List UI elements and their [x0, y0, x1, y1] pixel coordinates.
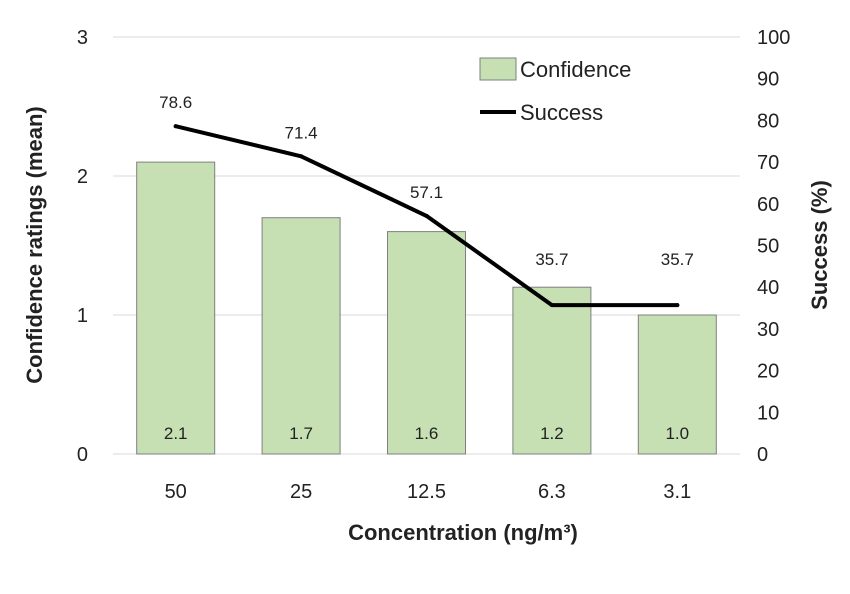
y2-tick-label: 30 — [757, 319, 779, 341]
y-tick-label: 3 — [77, 27, 88, 49]
y-tick-label: 0 — [77, 444, 88, 466]
y-axis-title: Confidence ratings (mean) — [22, 106, 47, 383]
line-data-label: 35.7 — [661, 250, 694, 269]
bar-confidence — [387, 231, 466, 455]
y-tick-label: 2 — [77, 166, 88, 188]
y2-tick-label: 80 — [757, 110, 779, 132]
line-data-label: 35.7 — [535, 250, 568, 269]
line-series-success: 78.6 71.4 57.1 35.7 35.7 — [159, 93, 694, 308]
x-axis-title: Concentration (ng/m³) — [348, 520, 578, 545]
bar-data-label: 1.2 — [540, 424, 564, 443]
legend-label-confidence: Confidence — [520, 57, 631, 82]
bar-confidence — [637, 314, 717, 455]
y2-tick-label: 50 — [757, 236, 779, 258]
y2-tick-label: 60 — [757, 194, 779, 216]
y2-axis-title: Success (%) — [807, 180, 832, 310]
x-tick-label: 6.3 — [538, 481, 566, 503]
line-data-label: 78.6 — [159, 93, 192, 112]
bar-confidence — [261, 217, 341, 455]
y2-tick-label: 100 — [757, 27, 790, 49]
legend-swatch-confidence — [479, 57, 517, 81]
legend: Confidence Success — [479, 57, 631, 125]
bar-data-label: 2.1 — [164, 424, 188, 443]
bar-data-label: 1.6 — [415, 424, 439, 443]
success-point — [424, 213, 429, 218]
success-point — [549, 303, 554, 308]
x-tick-label: 12.5 — [407, 481, 446, 503]
y-tick-label: 1 — [77, 305, 88, 327]
success-point — [299, 154, 304, 159]
success-point — [675, 303, 680, 308]
bar-confidence — [512, 286, 592, 455]
x-axis: 50 25 12.5 6.3 3.1 — [165, 481, 692, 503]
y2-tick-label: 0 — [757, 444, 768, 466]
left-y-axis: 0 1 2 3 — [77, 27, 88, 466]
line-data-label: 71.4 — [285, 123, 318, 142]
bar-data-label: 1.7 — [289, 424, 313, 443]
y2-tick-label: 20 — [757, 361, 779, 383]
y2-tick-label: 90 — [757, 69, 779, 91]
legend-label-success: Success — [520, 100, 603, 125]
y2-tick-label: 10 — [757, 402, 779, 424]
line-data-label: 57.1 — [410, 183, 443, 202]
x-tick-label: 25 — [290, 481, 312, 503]
right-y-axis: 0 10 20 30 40 50 60 70 80 90 100 — [757, 27, 790, 466]
bar-series-confidence: 2.1 1.7 1.6 1.2 1.0 — [136, 161, 717, 455]
x-tick-label: 50 — [165, 481, 187, 503]
bar-data-label: 1.0 — [665, 424, 689, 443]
y2-tick-label: 40 — [757, 277, 779, 299]
success-point — [173, 124, 178, 129]
y2-tick-label: 70 — [757, 152, 779, 174]
bar-confidence — [136, 161, 216, 455]
x-tick-label: 3.1 — [663, 481, 691, 503]
